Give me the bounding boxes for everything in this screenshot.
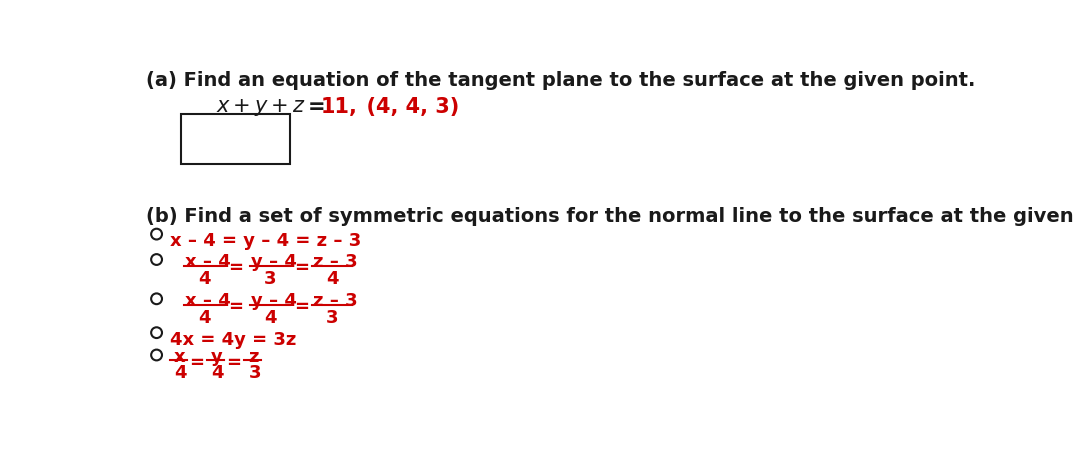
Text: x – 4: x – 4 [186, 291, 231, 309]
Text: 4x = 4y = 3z: 4x = 4y = 3z [169, 330, 296, 348]
Text: =: = [227, 353, 242, 371]
Text: y: y [210, 347, 222, 366]
Text: (4, 4, 3): (4, 4, 3) [352, 97, 460, 117]
Text: =: = [293, 258, 309, 277]
Text: 3: 3 [264, 269, 277, 287]
Text: y – 4: y – 4 [251, 291, 297, 309]
Text: 4: 4 [326, 269, 339, 287]
Text: 3: 3 [326, 308, 339, 327]
Text: z – 3: z – 3 [313, 252, 358, 270]
Text: 4: 4 [264, 308, 277, 327]
Text: 11,: 11, [320, 97, 358, 117]
Text: (a) Find an equation of the tangent plane to the surface at the given point.: (a) Find an equation of the tangent plan… [147, 71, 975, 90]
Text: =: = [228, 258, 243, 277]
Text: =: = [228, 298, 243, 316]
Text: =: = [308, 97, 326, 117]
Text: =: = [293, 298, 309, 316]
Text: (b) Find a set of symmetric equations for the normal line to the surface at the : (b) Find a set of symmetric equations fo… [147, 207, 1079, 226]
Text: x: x [174, 347, 186, 366]
Text: =: = [189, 353, 204, 371]
Text: 4: 4 [199, 269, 210, 287]
Text: z: z [248, 347, 259, 366]
Text: x – 4 = y – 4 = z – 3: x – 4 = y – 4 = z – 3 [169, 231, 361, 249]
Text: $x + y + z$: $x + y + z$ [216, 97, 306, 118]
Text: x – 4: x – 4 [186, 252, 231, 270]
Text: y – 4: y – 4 [251, 252, 297, 270]
Text: 3: 3 [249, 363, 261, 381]
Text: z – 3: z – 3 [313, 291, 358, 309]
Text: 4: 4 [199, 308, 210, 327]
Text: 4: 4 [175, 363, 187, 381]
Text: 4: 4 [211, 363, 224, 381]
Bar [181, 115, 290, 165]
